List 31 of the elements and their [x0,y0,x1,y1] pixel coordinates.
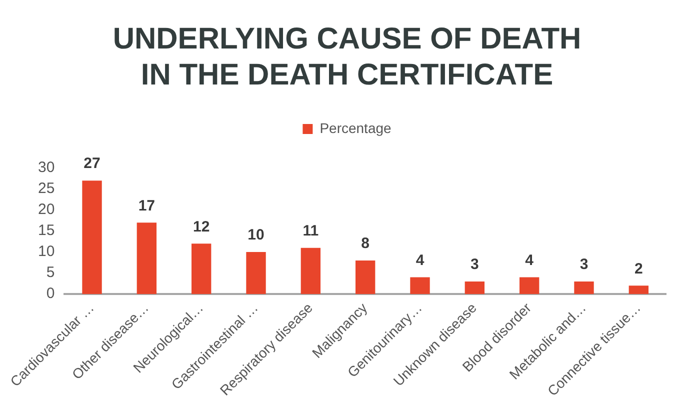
bar [519,277,540,294]
y-tick-label: 15 [38,222,55,240]
bar [82,180,102,294]
y-tick-label: 25 [38,180,55,198]
data-label: 4 [416,252,425,269]
bar [574,281,594,294]
bar [464,281,485,294]
data-label: 3 [470,256,479,274]
data-label: 10 [248,226,264,244]
legend-label: Percentage [320,120,392,136]
data-label: 8 [361,235,370,252]
y-tick-label: 5 [46,264,55,282]
y-tick-label: 20 [38,201,55,218]
data-label: 11 [302,222,319,240]
data-label: 12 [193,218,210,236]
bar [136,222,157,294]
bar [628,286,649,294]
data-label: 3 [580,256,588,274]
data-label: 2 [634,260,643,278]
data-label: 27 [84,155,100,172]
bar [300,248,321,294]
bar [356,260,376,294]
data-label: 4 [525,252,534,269]
bar [410,277,430,294]
chart-title: UNDERLYING CAUSE OF DEATH IN THE DEATH CERTIFICATE [112,22,582,92]
y-tick-label: 30 [38,159,55,176]
bar [192,244,212,294]
y-tick-label: 0 [46,285,55,302]
y-tick-label: 10 [38,243,55,260]
bar [246,252,266,294]
data-label: 17 [138,197,156,214]
